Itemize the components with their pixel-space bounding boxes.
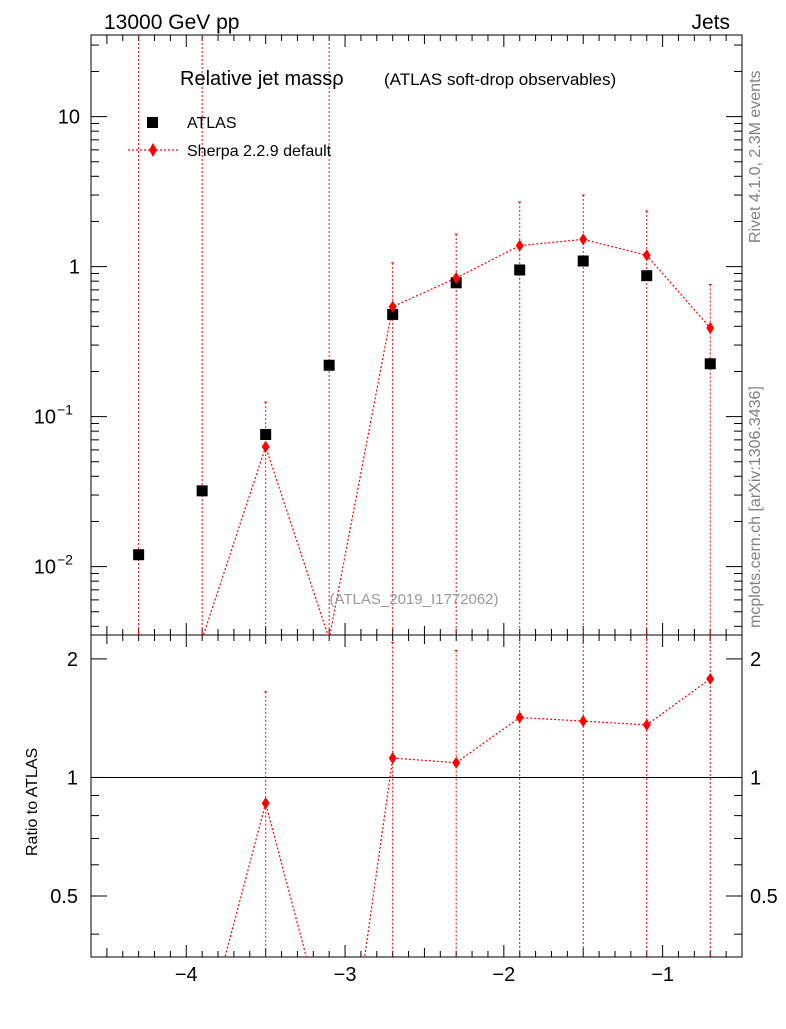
ratio-data-point bbox=[642, 718, 651, 731]
legend-title-sub: (ATLAS soft-drop observables) bbox=[384, 70, 616, 89]
mc-data-point bbox=[261, 440, 270, 453]
mc-data-point bbox=[642, 249, 651, 262]
legend-atlas-marker bbox=[147, 117, 158, 128]
atlas-data-point bbox=[260, 428, 272, 440]
legend-entry-atlas: ATLAS bbox=[187, 115, 237, 132]
analysis-watermark: (ATLAS_2019_I1772062) bbox=[329, 591, 498, 608]
ratio-data-point bbox=[515, 711, 524, 724]
ratio-series-line bbox=[224, 678, 711, 957]
ratio-ytick-label-left: 1 bbox=[67, 767, 78, 789]
mc-data-point bbox=[388, 300, 397, 313]
side-text-rivet: Rivet 4.1.0, 2.3M events bbox=[747, 70, 764, 243]
mc-data-point bbox=[706, 321, 715, 334]
atlas-data-point bbox=[387, 308, 399, 320]
legend-title-main: Relative jet massρ bbox=[180, 68, 344, 90]
x-tick-label: −2 bbox=[492, 964, 515, 986]
atlas-data-point bbox=[514, 264, 526, 276]
atlas-data-point bbox=[133, 549, 145, 561]
main-plot-marks bbox=[133, 35, 716, 635]
ratio-plot-marks bbox=[224, 635, 715, 957]
mc-data-point bbox=[452, 271, 461, 284]
mc-data-point bbox=[200, 632, 204, 635]
ratio-data-point bbox=[706, 672, 715, 685]
ratio-ytick-label-left: 0.5 bbox=[50, 886, 78, 908]
legend-sherpa-marker bbox=[149, 143, 157, 157]
ratio-data-point bbox=[452, 756, 461, 769]
ratio-ytick-label-right: 1 bbox=[750, 767, 761, 789]
x-tick-label: −1 bbox=[651, 964, 674, 986]
header-left: 13000 GeV pp bbox=[104, 11, 239, 34]
main-ytick-label: 10 bbox=[34, 557, 56, 579]
mc-data-point bbox=[515, 239, 524, 252]
ratio-ylabel: Ratio to ATLAS bbox=[24, 748, 41, 856]
ratio-data-point bbox=[388, 752, 397, 765]
ratio-frame bbox=[90, 634, 743, 958]
legend: Relative jet massρ (ATLAS soft-drop obse… bbox=[128, 68, 616, 160]
ratio-ytick-label-left: 2 bbox=[67, 649, 78, 671]
mc-data-point bbox=[137, 632, 141, 635]
atlas-data-point bbox=[323, 359, 335, 371]
main-ytick-exponent: −1 bbox=[57, 402, 73, 418]
ratio-ytick-label-right: 0.5 bbox=[750, 886, 778, 908]
main-ytick-label: 10 bbox=[34, 407, 56, 429]
legend-entry-sherpa: Sherpa 2.2.9 default bbox=[187, 143, 332, 160]
ratio-ytick-label-right: 2 bbox=[750, 649, 761, 671]
mc-series-line bbox=[202, 238, 711, 635]
atlas-data-point bbox=[704, 358, 716, 370]
mc-data-point bbox=[327, 632, 331, 635]
axis-ticks bbox=[90, 35, 743, 957]
atlas-data-point bbox=[641, 270, 653, 282]
main-ytick-label: 1 bbox=[69, 257, 80, 279]
header-right: Jets bbox=[691, 11, 730, 34]
ratio-data-point bbox=[579, 715, 588, 728]
x-tick-label: −3 bbox=[334, 964, 357, 986]
atlas-data-point bbox=[577, 255, 589, 267]
mc-data-point bbox=[579, 233, 588, 246]
main-ytick-exponent: −2 bbox=[57, 552, 73, 568]
x-tick-label: −4 bbox=[175, 964, 198, 986]
main-ytick-label: 10 bbox=[58, 107, 80, 129]
side-text-mcplots: mcplots.cern.ch [arXiv:1306.3436] bbox=[747, 386, 764, 628]
x-tick-labels: −4 −3 −2 −1 bbox=[175, 964, 674, 986]
atlas-data-point bbox=[196, 485, 208, 497]
ratio-data-point bbox=[261, 797, 270, 810]
